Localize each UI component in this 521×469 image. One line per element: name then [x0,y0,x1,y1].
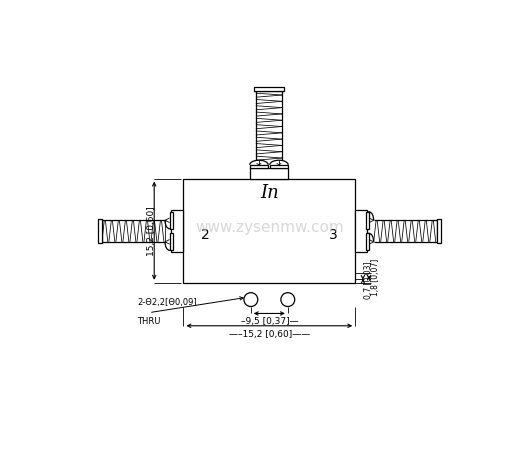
Text: 2-Θ2,2[Θ0,09]: 2-Θ2,2[Θ0,09] [137,298,197,307]
Bar [437,219,441,243]
Circle shape [244,293,258,307]
Text: 3: 3 [329,228,338,242]
Bar [170,212,172,229]
Text: 15,2 [0,60]: 15,2 [0,60] [147,206,156,256]
Text: 1,8 [0,07]: 1,8 [0,07] [370,259,380,296]
Bar [355,210,367,252]
Bar [366,234,369,250]
Bar [98,219,102,243]
Text: 0,7 [0,03]: 0,7 [0,03] [364,262,374,300]
Circle shape [281,293,295,307]
Text: 2: 2 [201,228,209,242]
Bar [270,165,288,168]
Bar [171,210,183,252]
Bar [250,165,268,168]
Text: In: In [260,183,279,202]
Bar [183,179,355,283]
Bar [366,212,369,229]
Text: THRU: THRU [137,317,160,325]
Text: www.zysenmw.com: www.zysenmw.com [195,219,344,234]
Text: —–15,2 [0,60]——: —–15,2 [0,60]—— [229,330,310,339]
Text: –9,5 [0,37]—: –9,5 [0,37]— [241,318,298,326]
Bar [170,234,172,250]
Bar [254,87,283,91]
Bar [250,168,288,179]
